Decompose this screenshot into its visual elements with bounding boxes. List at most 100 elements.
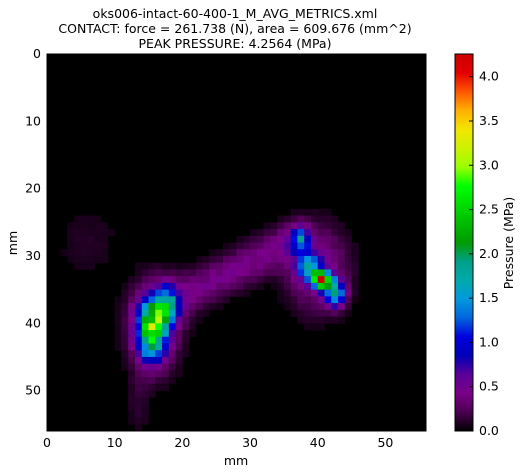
heatmap-cell [277,296,285,304]
heatmap-cell [202,262,210,270]
heatmap-cell [209,262,217,270]
heatmap-cell [175,350,183,358]
heatmap-cell [141,350,149,358]
heatmap-cell [344,242,352,250]
heatmap-cell [168,303,176,311]
heatmap-cell [155,330,163,338]
heatmap-cell [155,316,163,324]
heatmap-cell [168,269,176,277]
heatmap-cell [155,356,163,365]
heatmap-cell [148,356,156,365]
heatmap-cell [344,262,352,270]
heatmap-cell [128,383,136,392]
heatmap-cell [114,296,122,304]
heatmap-cell [243,255,251,264]
heatmap-cell [317,309,325,317]
heatmap-cell [121,289,129,297]
heatmap-cell [229,269,237,277]
heatmap-cell [331,242,339,250]
heatmap-cell [189,262,197,270]
heatmap-cell [182,269,190,277]
heatmap-cell [141,343,149,351]
heatmap-cell [290,276,298,284]
heatmap-cell [175,370,183,378]
heatmap-cell [304,296,312,304]
heatmap-cell [141,296,149,304]
heatmap-cell [283,282,292,291]
colorbar-label: Pressure (MPa) [501,197,516,290]
heatmap-cell [134,343,143,351]
heatmap-cell [67,235,75,243]
heatmap-cell [310,289,319,297]
heatmap-cell [270,235,278,243]
heatmap-cell [148,269,156,277]
heatmap-cell [263,262,271,270]
heatmap-cell [216,249,224,257]
heatmap-cell [80,249,89,257]
heatmap-cell [277,215,285,223]
heatmap-cell [304,215,312,223]
heatmap-cell [87,229,95,237]
heatmap-cell [74,222,82,230]
heatmap-cell [297,276,305,284]
heatmap-cell [87,235,95,243]
heatmap-cell [297,282,305,291]
heatmap-cell [80,242,89,250]
heatmap-cell [283,296,292,304]
heatmap-cell [148,350,156,358]
heatmap-cell [317,296,325,304]
heatmap-cell [128,350,136,358]
heatmap-cell [324,269,332,277]
heatmap-cell [155,303,163,311]
heatmap-cell [189,309,197,317]
heatmap-cell [128,343,136,351]
y-tick-label: 40 [25,315,41,330]
heatmap-cell [317,269,325,277]
heatmap-cell [141,417,149,425]
heatmap-cell [277,222,285,230]
heatmap-cell [134,410,143,418]
x-tick-label: 20 [174,435,190,450]
heatmap-cell [216,282,224,291]
heatmap-cell [351,276,359,284]
heatmap-cell [304,222,312,230]
heatmap-cell [168,262,176,270]
heatmap-cell [317,222,325,230]
heatmap-cell [283,262,292,270]
heatmap-cell [134,377,143,385]
heatmap-cell [222,269,231,277]
heatmap-cell [141,289,149,297]
heatmap-cell [141,330,149,338]
y-tick-label: 20 [25,181,41,196]
heatmap-cell [324,255,332,264]
heatmap-cell [290,255,298,264]
heatmap-cell [189,282,197,291]
heatmap-cell [331,235,339,243]
heatmap-cell [304,282,312,291]
heatmap-cell [155,383,163,392]
heatmap-cell [128,377,136,385]
heatmap-cell [121,343,129,351]
y-tick-label: 0 [33,46,41,61]
heatmap-cell [168,289,176,297]
heatmap-cells [60,208,359,432]
heatmap-cell [297,249,305,257]
heatmap-cell [168,377,176,385]
heatmap-cell [87,262,95,270]
heatmap-cell [87,215,95,223]
heatmap-cell [222,289,231,297]
heatmap-cell [344,303,352,311]
heatmap-cell [162,282,170,291]
heatmap-cell [283,215,292,223]
heatmap-cell [283,249,292,257]
heatmap-cell [351,249,359,257]
heatmap-cell [270,229,278,237]
heatmap-cell [236,262,244,270]
heatmap-cell [324,208,332,216]
heatmap-cell [168,356,176,365]
heatmap-cell [304,208,312,216]
heatmap-cell [216,303,224,311]
heatmap-cell [310,282,319,291]
heatmap-cell [141,276,149,284]
heatmap-cell [209,255,217,264]
